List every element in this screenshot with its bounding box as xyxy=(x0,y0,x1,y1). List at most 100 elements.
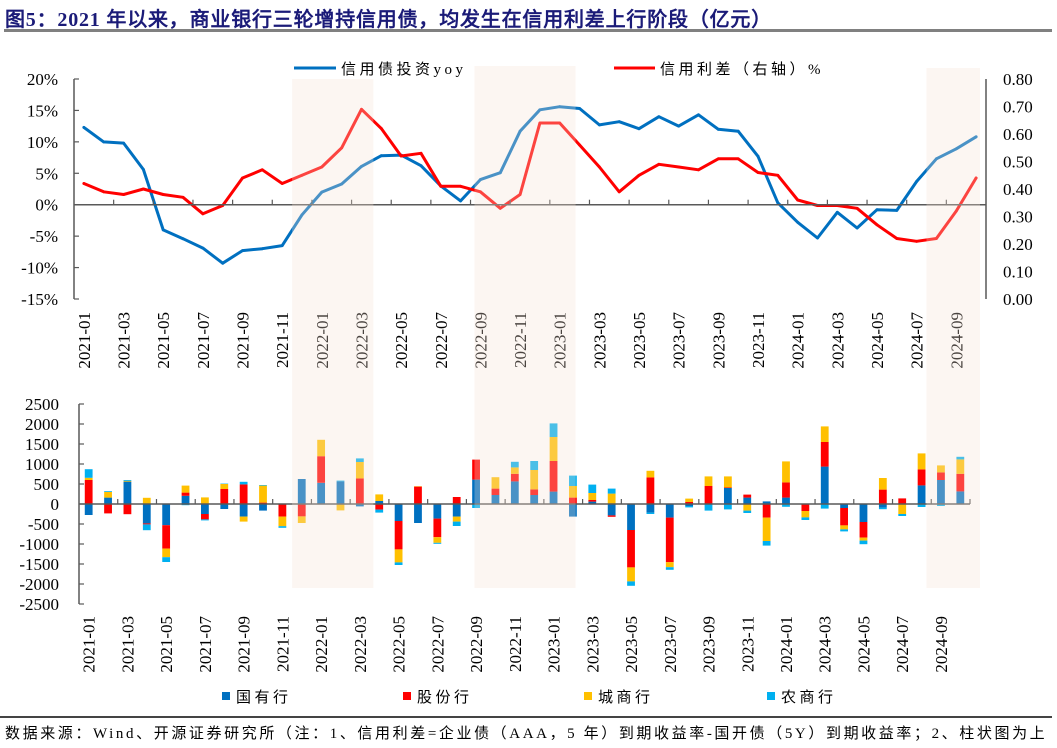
bar-segment-state-owned-banks xyxy=(510,481,519,504)
data-point-credit-bond-yoy xyxy=(716,127,720,131)
data-point-credit-bond-yoy xyxy=(518,129,522,133)
data-point-credit-spread xyxy=(300,173,304,177)
bar-segment-rural-commercial-banks xyxy=(355,458,364,462)
bar-segment-joint-stock-banks xyxy=(414,486,422,504)
bar-stack xyxy=(201,497,209,521)
data-point-credit-spread xyxy=(716,157,720,161)
bar-stack xyxy=(607,488,616,517)
bar-segment-rural-commercial-banks xyxy=(452,521,461,526)
bar-segment-city-commercial-banks xyxy=(685,498,694,502)
bar-segment-joint-stock-banks xyxy=(704,486,713,504)
bar-segment-joint-stock-banks xyxy=(801,504,810,511)
bar-segment-city-commercial-banks xyxy=(220,484,229,489)
bar-segment-rural-commercial-banks xyxy=(801,517,810,520)
bar-stack xyxy=(762,501,771,546)
bar-segment-state-owned-banks xyxy=(743,497,752,504)
data-point-credit-spread xyxy=(875,223,879,227)
x-tick-label: 2021-11 xyxy=(273,312,292,368)
bar-segment-rural-commercial-banks xyxy=(762,541,771,546)
data-point-credit-spread xyxy=(736,157,740,161)
bar-segment-rural-commercial-banks xyxy=(607,488,616,494)
bar-segment-state-owned-banks xyxy=(336,481,345,504)
data-point-credit-spread xyxy=(657,162,661,166)
data-point-credit-spread xyxy=(637,173,641,177)
data-point-credit-bond-yoy xyxy=(459,199,462,203)
x-tick-label: 2022-05 xyxy=(392,312,411,369)
data-point-credit-bond-yoy xyxy=(756,154,760,158)
bar-y-tick-label: -2500 xyxy=(19,595,59,614)
bar-segment-joint-stock-banks xyxy=(123,504,132,515)
bar-stack xyxy=(937,465,945,506)
bar-stack xyxy=(375,494,384,513)
left-y-tick-label: 5% xyxy=(35,164,58,183)
bar-segment-joint-stock-banks xyxy=(181,492,190,496)
data-point-credit-bond-yoy xyxy=(479,178,482,182)
bar-segment-city-commercial-banks xyxy=(607,493,616,504)
bar-segment-city-commercial-banks xyxy=(491,477,500,489)
bar-segment-joint-stock-banks xyxy=(743,494,752,498)
bar-segment-state-owned-banks xyxy=(956,491,965,504)
bar-segment-state-owned-banks xyxy=(685,504,694,506)
right-y-tick-label: 0.20 xyxy=(1003,235,1033,254)
bar-stack xyxy=(840,504,848,532)
data-point-credit-bond-yoy xyxy=(320,190,324,194)
data-point-credit-bond-yoy xyxy=(657,115,661,119)
bar-segment-city-commercial-banks xyxy=(878,478,887,490)
bar-segment-rural-commercial-banks xyxy=(627,581,635,586)
bar-stack xyxy=(336,480,345,511)
x-tick-label: 2021-01 xyxy=(75,312,94,369)
data-point-credit-bond-yoy xyxy=(736,129,740,133)
x-tick-label: 2024-05 xyxy=(868,312,887,369)
bar-segment-rural-commercial-banks xyxy=(549,423,558,437)
left-y-tick-label: -10% xyxy=(21,259,58,278)
bar-x-tick-label: 2024-03 xyxy=(816,616,835,673)
x-tick-label: 2023-11 xyxy=(749,312,768,368)
bar-stack xyxy=(355,458,364,507)
bar-stack xyxy=(569,475,577,517)
bar-stack xyxy=(181,485,190,506)
bar-segment-city-commercial-banks xyxy=(588,493,597,500)
data-point-credit-spread xyxy=(479,190,482,194)
bar-segment-rural-commercial-banks xyxy=(665,567,674,570)
highlight-period xyxy=(474,66,576,588)
bar-segment-city-commercial-banks xyxy=(84,477,93,480)
bar-segment-joint-stock-banks xyxy=(201,514,209,520)
data-point-credit-spread xyxy=(201,212,205,216)
bar-segment-city-commercial-banks xyxy=(646,470,655,478)
bar-x-tick-label: 2023-07 xyxy=(661,616,680,673)
data-point-credit-bond-yoy xyxy=(260,247,264,251)
bar-segment-city-commercial-banks xyxy=(259,485,267,503)
bar-stack xyxy=(123,480,132,515)
bar-segment-state-owned-banks xyxy=(452,504,461,517)
bar-y-tick-label: 1000 xyxy=(25,455,59,474)
legend-swatch-rural-commercial-banks xyxy=(767,692,775,700)
bar-stack xyxy=(433,504,442,544)
bar-stack xyxy=(859,504,868,545)
bar-segment-joint-stock-banks xyxy=(355,478,364,504)
right-y-tick-label: 0.30 xyxy=(1003,208,1033,227)
data-point-credit-spread xyxy=(399,154,403,158)
bar-stack xyxy=(627,504,635,586)
bar-segment-joint-stock-banks xyxy=(104,504,112,514)
bar-segment-city-commercial-banks xyxy=(317,439,326,457)
data-point-credit-spread xyxy=(260,168,264,172)
bar-stack xyxy=(801,504,810,520)
bar-segment-joint-stock-banks xyxy=(723,487,732,488)
bar-x-tick-label: 2023-09 xyxy=(700,616,719,673)
bar-segment-state-owned-banks xyxy=(588,501,597,504)
bar-segment-rural-commercial-banks xyxy=(530,461,539,470)
bar-segment-rural-commercial-banks xyxy=(104,491,112,492)
data-point-credit-bond-yoy xyxy=(855,226,859,230)
data-point-credit-bond-yoy xyxy=(617,120,621,124)
bar-stack xyxy=(956,456,965,504)
bar-x-tick-label: 2022-03 xyxy=(351,616,370,673)
bar-segment-joint-stock-banks xyxy=(162,525,171,549)
bar-stack xyxy=(530,461,539,504)
data-point-credit-bond-yoy xyxy=(201,246,205,250)
x-tick-label: 2024-03 xyxy=(828,312,847,369)
bar-segment-city-commercial-banks xyxy=(917,453,926,470)
bar-segment-city-commercial-banks xyxy=(840,525,848,530)
bar-y-tick-label: -1000 xyxy=(19,535,59,554)
data-point-credit-bond-yoy xyxy=(181,237,185,241)
x-tick-label: 2024-09 xyxy=(947,312,966,369)
